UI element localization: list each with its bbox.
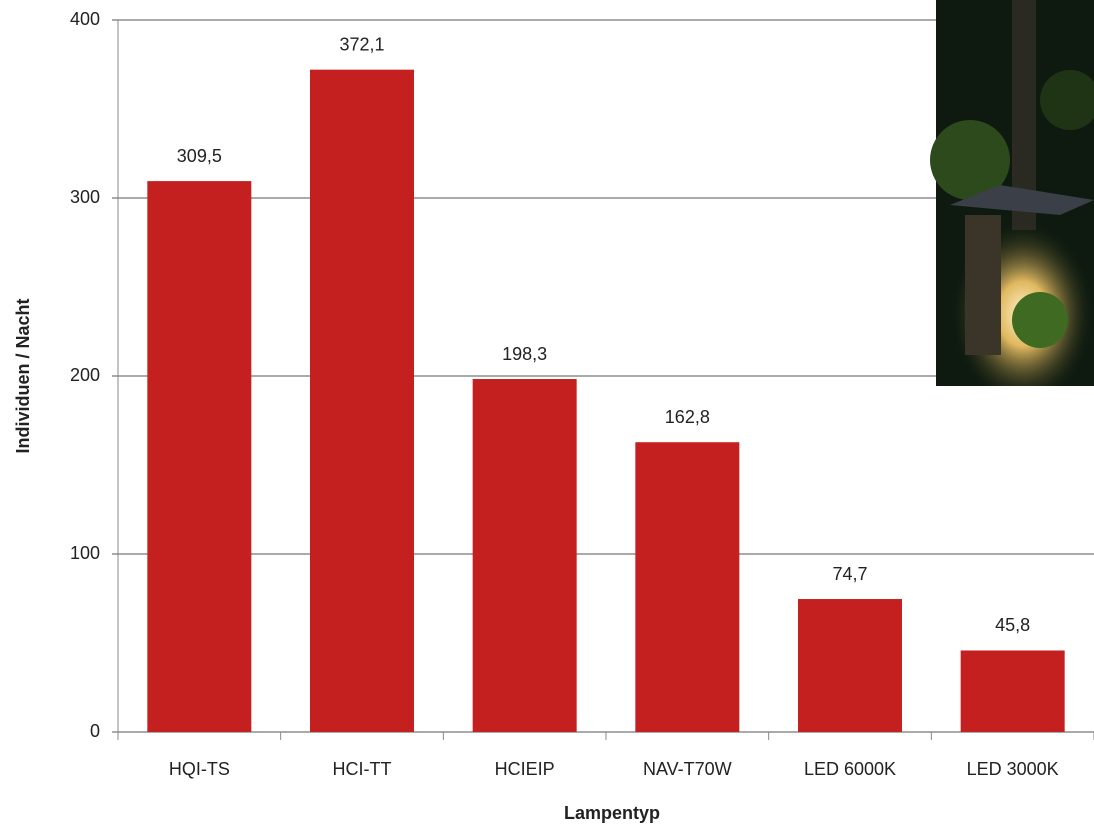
photo-lamp-roof [950,185,1094,215]
bar [310,69,414,733]
photo-bush [1012,292,1068,348]
x-tick-label: HQI-TS [169,759,230,779]
plot-area: 0 100 200 300 400 HQI-TS 309,5 HCI-TT 372,1 HCIEI… [70,9,1094,779]
y-tick-label: 400 [70,9,100,29]
y-axis-label: Individuen / Nacht [13,298,33,453]
data-label: 309,5 [177,146,222,166]
photo-foliage [1040,70,1094,130]
x-axis-label: Lampentyp [564,803,660,823]
y-tick-label: 100 [70,543,100,563]
x-tick-label: HCI-TT [333,759,392,779]
data-label: 162,8 [665,407,710,427]
photo [930,0,1094,386]
x-tick-label: NAV-T70W [643,759,732,779]
x-tick-label: LED 6000K [804,759,896,779]
bar [798,599,902,732]
bar [960,650,1065,732]
data-label: 372,1 [339,34,384,54]
y-tick-label: 0 [90,721,100,741]
bar [635,442,740,732]
bar [472,379,577,732]
photo-light [936,180,1094,386]
x-tick-label: HCIEIP [495,759,555,779]
bar [147,181,252,733]
data-label: 198,3 [502,344,547,364]
data-label: 45,8 [995,615,1030,635]
data-label: 74,7 [832,564,867,584]
x-tick-label: LED 3000K [967,759,1059,779]
y-tick-label: 200 [70,365,100,385]
y-tick-label: 300 [70,187,100,207]
photo-lamp-post [965,215,1001,355]
